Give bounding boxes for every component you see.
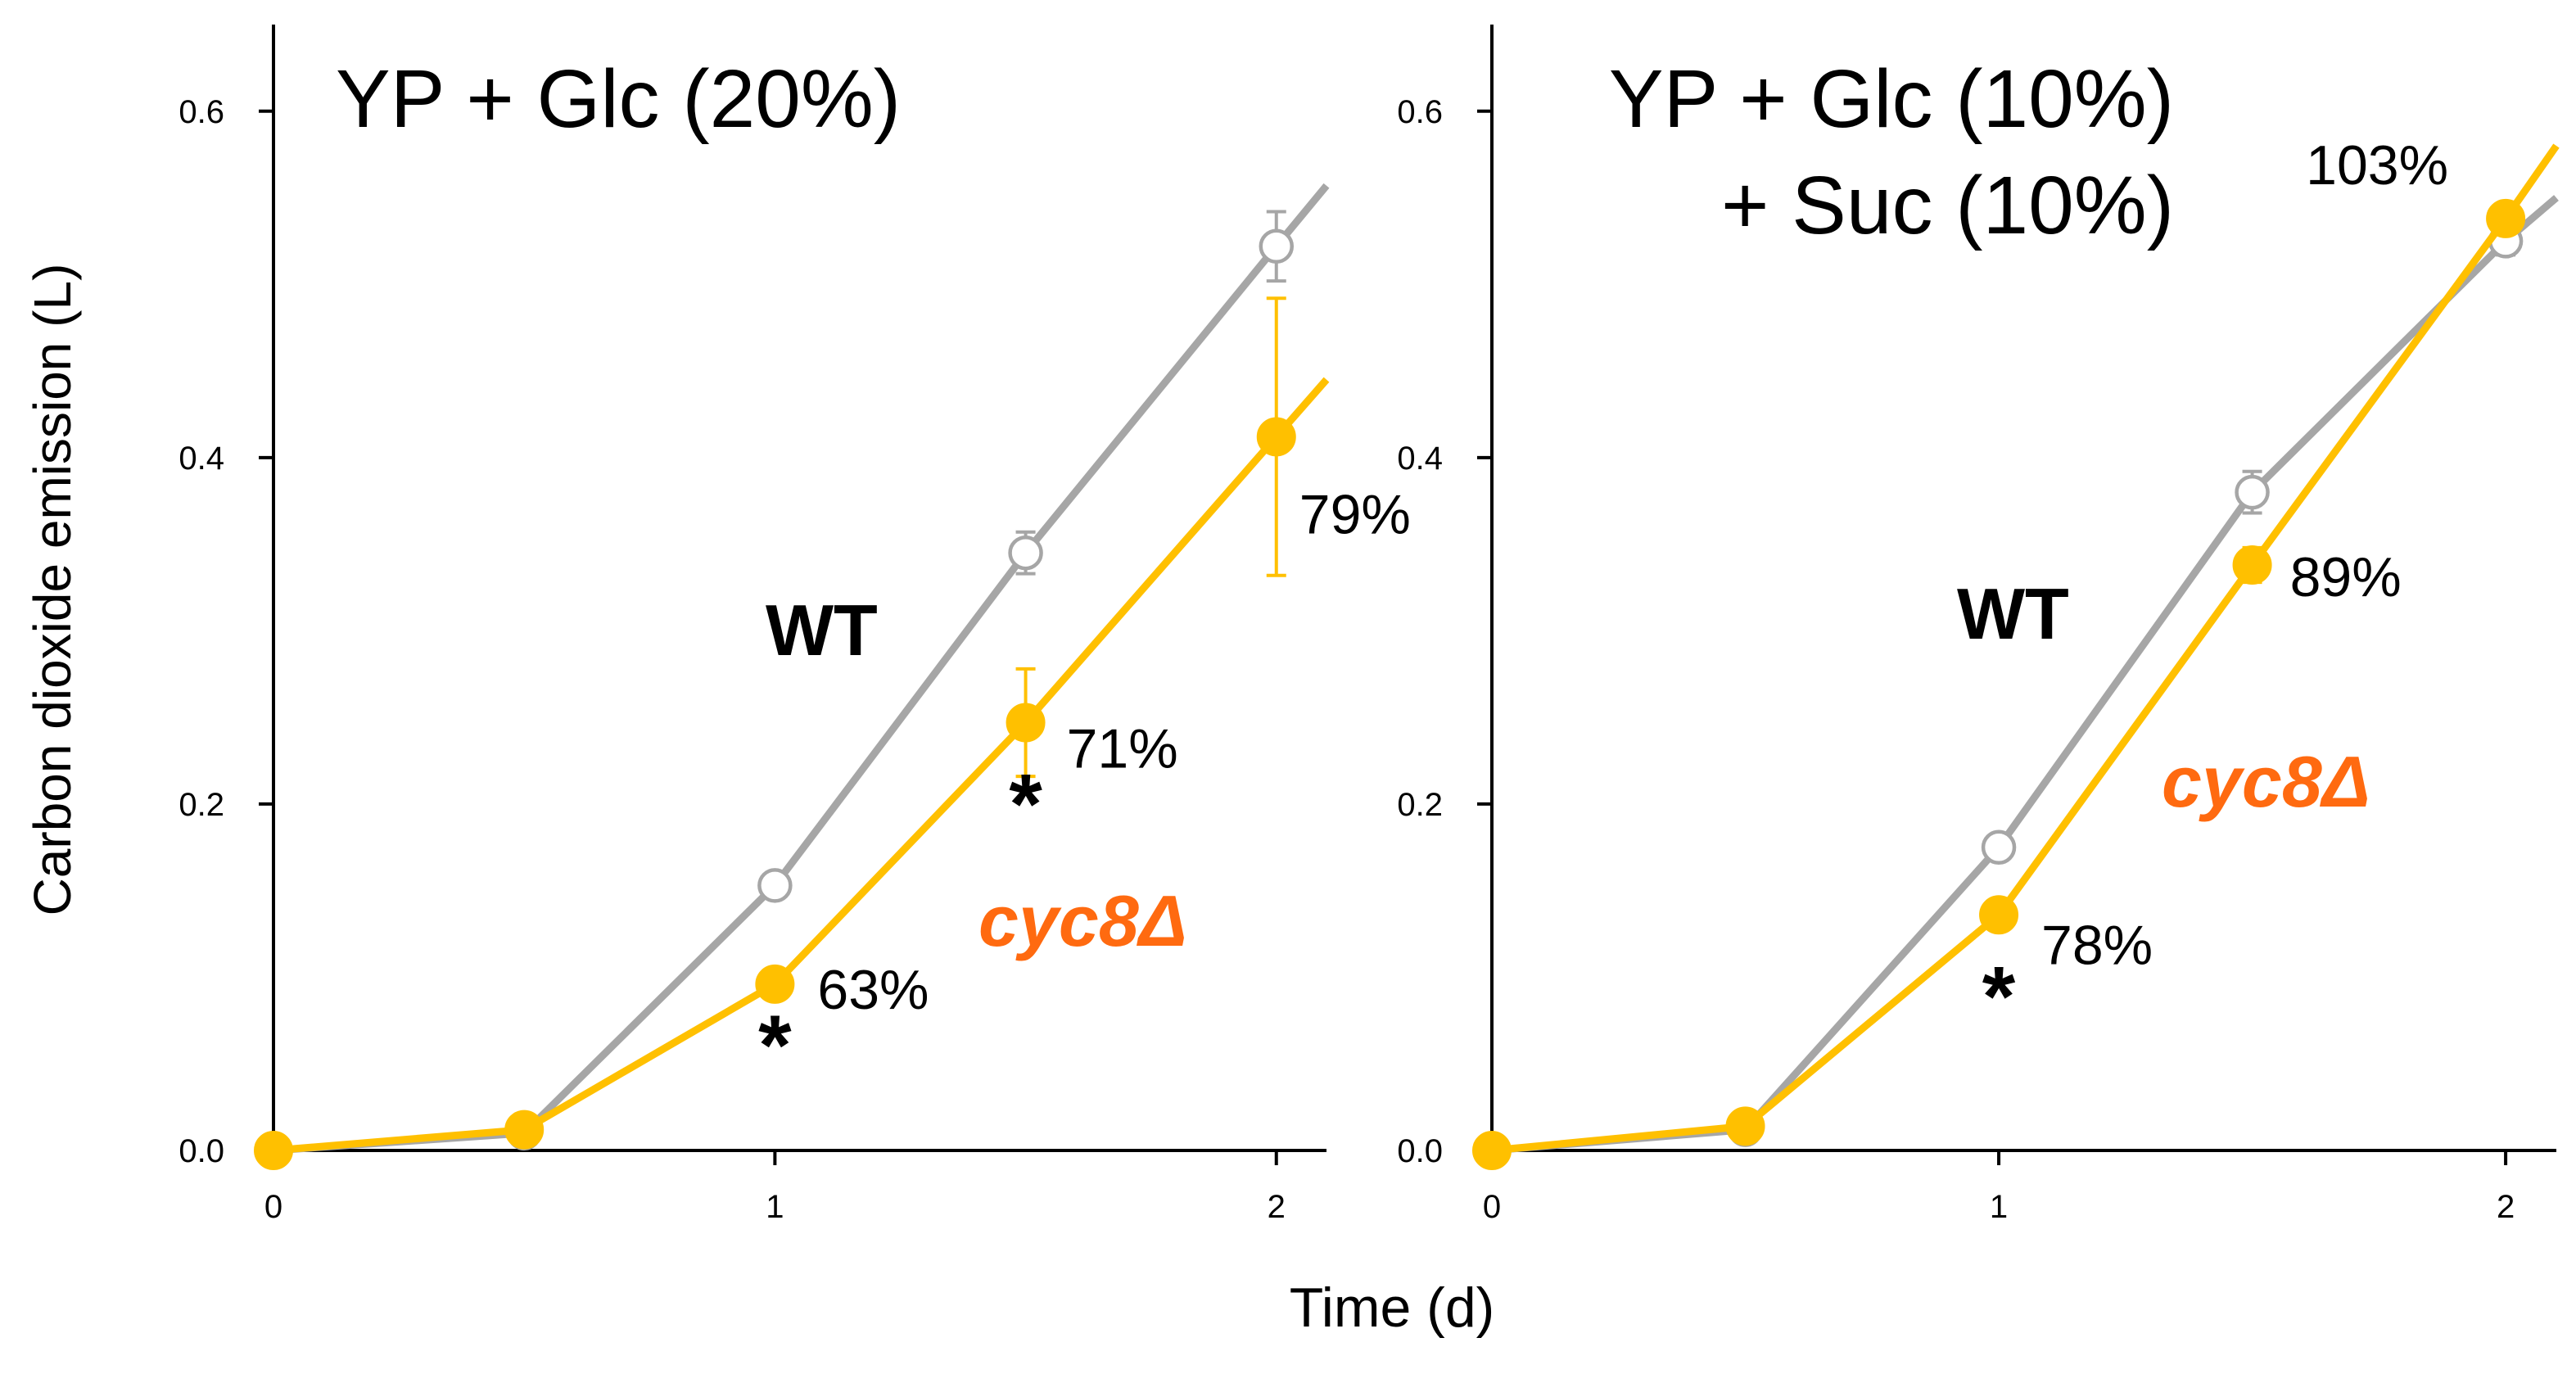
panel-1: 0.0 0.2 0.4 0.6 0 1 2 YP + Glc (20%) 63% 71% 79% * *… [179,25,1411,1225]
series-wt [1474,195,2559,1168]
x-tick-label: 0 [1483,1189,1501,1225]
series-cyc8 [254,296,1330,1170]
cyc8-series-label: cyc8Δ [2162,741,2370,822]
percent-annotation: 79% [1299,483,1411,545]
x-tick-label: 2 [1268,1189,1286,1225]
percent-annotation: 78% [2041,914,2153,976]
percent-annotation: 63% [817,959,929,1021]
panel-title: YP + Glc (10%) [1609,53,2174,145]
significance-star: * [1982,949,2016,1044]
cyc8-series-label: cyc8Δ [978,880,1187,961]
y-axis-title: Carbon dioxide emission (L) [23,264,82,916]
y-tick-label: 0.0 [1397,1133,1443,1169]
data-point [504,1110,545,1150]
x-tick-label: 0 [264,1189,282,1225]
x-tick-label: 2 [2497,1189,2515,1225]
significance-star: * [1009,757,1042,852]
percent-annotation: 89% [2290,546,2402,608]
data-point [1981,829,2017,866]
y-tick-label: 0.0 [179,1133,224,1169]
y-tick-label: 0.6 [179,94,224,130]
data-point [2235,474,2270,510]
y-tick-label: 0.2 [1397,787,1443,823]
y-tick-label: 0.4 [179,441,224,477]
y-tick-label: 0.6 [1397,94,1443,130]
data-point [2232,545,2272,585]
y-tick-label: 0.4 [1397,441,1443,477]
percent-annotation: 71% [1067,718,1178,780]
data-point [757,868,793,903]
x-axis-title: Time (d) [1290,1277,1495,1339]
series-line [1491,195,2559,1155]
series-wt [255,183,1330,1168]
series-cyc8 [1472,143,2560,1170]
data-point [1725,1106,1765,1146]
data-point [254,1131,293,1170]
x-tick-label: 1 [766,1189,784,1225]
data-point [1006,703,1046,743]
data-point [2486,198,2526,238]
panel-title: YP + Glc (20%) [336,53,901,145]
data-point [1979,895,2019,935]
data-point [1472,1131,1512,1170]
data-point [1008,535,1043,571]
data-point [755,964,795,1004]
panel-title: + Suc (10%) [1721,160,2174,251]
percent-annotation: 103% [2306,134,2448,197]
panel-2: 0.0 0.2 0.4 0.6 0 1 2 YP + Glc (10%) + Suc (10%)… [1397,25,2560,1225]
data-point [1256,417,1296,457]
y-tick-label: 0.2 [179,787,224,823]
x-tick-label: 1 [1990,1189,2008,1225]
wt-series-label: WT [766,590,878,671]
data-point [1259,228,1295,264]
wt-series-label: WT [1957,573,2069,654]
significance-star: * [758,998,792,1093]
